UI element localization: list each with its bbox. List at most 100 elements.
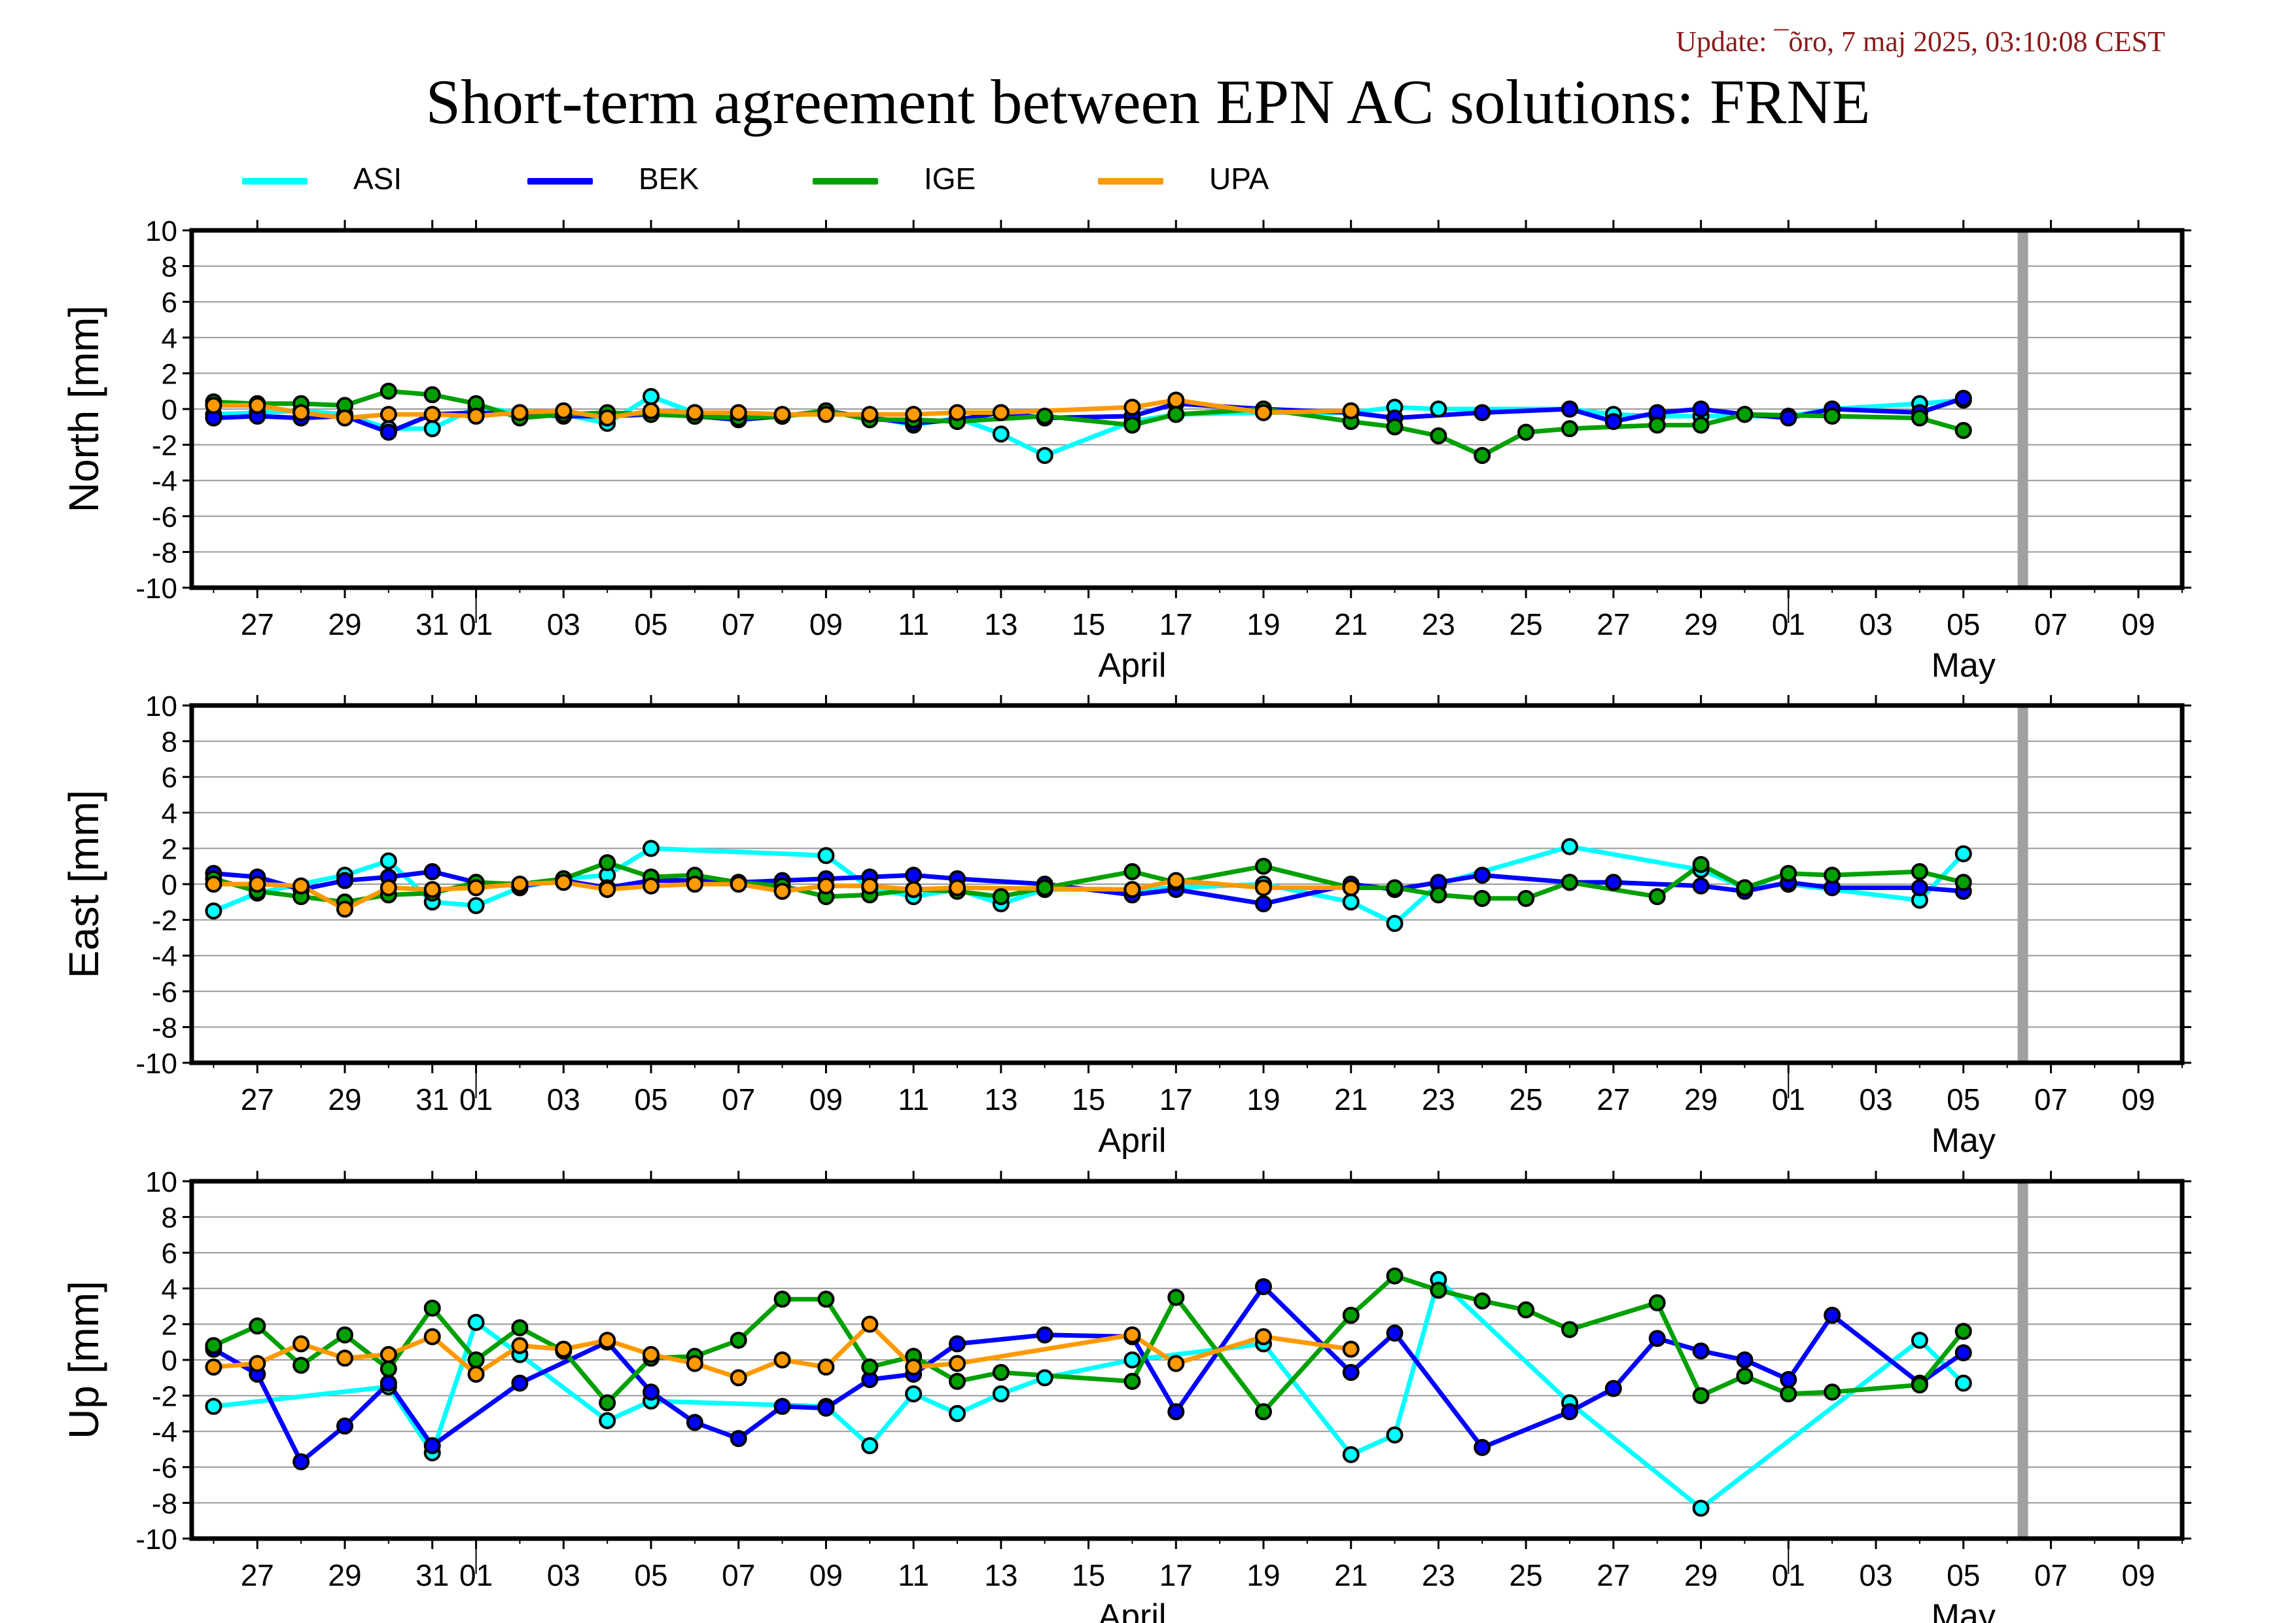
data-point-bek [1780,1371,1797,1389]
data-point-ige [1736,1367,1754,1385]
y-tick-label: -2 [152,1381,177,1413]
x-tick-label: 29 [1684,1558,1718,1592]
data-point-upa [336,1349,353,1367]
data-point-ige [1036,407,1053,425]
data-point-asi [423,420,441,438]
x-tick-label: 03 [547,1082,580,1116]
month-label: May [1932,647,1996,685]
data-point-upa [292,404,310,421]
x-tick-label: 15 [1072,1082,1105,1116]
data-point-ige [599,1394,616,1412]
data-point-upa [249,1355,266,1372]
data-point-upa [861,1315,879,1333]
data-point-upa [686,876,703,893]
series-line-bek [213,869,1964,906]
data-point-upa [905,1358,923,1376]
legend-label-upa: UPA [1209,162,1269,196]
x-tick-label: 05 [634,1558,667,1592]
data-point-asi [205,1397,222,1415]
data-point-ige [292,1357,310,1374]
data-point-ige [1561,420,1578,438]
y-tick-label: 0 [162,394,177,426]
data-point-bek [1167,1403,1185,1421]
data-point-bek [817,1399,835,1417]
data-point-bek [380,423,397,441]
y-tick-label: -2 [152,430,177,462]
data-point-upa [249,876,266,893]
data-point-upa [467,407,485,425]
data-point-upa [992,404,1010,421]
data-point-upa [817,877,835,895]
x-tick-label: 13 [984,1558,1017,1592]
data-point-asi [599,1412,616,1429]
data-point-ige [1123,1372,1141,1390]
data-point-upa [861,877,879,895]
data-point-asi [1430,401,1447,418]
y-tick-label: -6 [152,1452,177,1484]
plot-frame [189,1179,2185,1541]
data-point-ige [423,1299,441,1317]
data-point-bek [1255,1278,1272,1296]
data-point-ige [773,1291,791,1308]
data-point-ige [1911,1376,1928,1394]
data-point-bek [1692,1342,1710,1360]
data-point-upa [949,1355,966,1372]
data-point-asi [1386,915,1404,933]
data-point-bek [336,1418,353,1435]
data-point-ige [1430,886,1447,904]
data-point-asi [817,847,835,865]
data-point-upa [380,1346,397,1363]
data-point-upa [380,406,397,423]
data-point-bek [1692,401,1710,418]
data-point-ige [1123,863,1141,880]
y-tick-label: 10 [145,1166,177,1198]
data-point-ige [380,1360,397,1378]
y-tick-label: 10 [145,690,177,722]
y-tick-label: 8 [162,726,177,758]
data-point-upa [773,882,791,900]
x-tick-label: 07 [722,1082,755,1116]
data-point-ige [1780,865,1797,882]
data-point-upa [1342,879,1360,897]
data-point-ige [599,854,616,872]
data-point-ige [992,888,1010,906]
data-point-ige [1430,427,1447,444]
data-point-upa [730,876,747,893]
data-point-upa [336,409,353,427]
data-point-ige [336,1326,353,1344]
data-point-ige [1561,874,1578,891]
data-point-ige [1430,1281,1447,1299]
data-point-upa [1342,402,1360,419]
data-point-upa [423,881,441,899]
y-tick-label: -8 [152,537,177,569]
data-point-bek [423,1437,441,1455]
data-point-asi [1386,1426,1404,1444]
y-axis-label: East [mm] [60,790,107,978]
legend-swatch-upa [1098,178,1163,185]
data-point-asi [205,902,222,919]
x-tick-label: 05 [1947,607,1980,641]
y-tick-label: -6 [152,976,177,1008]
data-point-upa [511,404,529,421]
data-point-upa [861,406,879,423]
data-point-ige [1692,855,1710,873]
x-tick-label: 17 [1159,1558,1193,1592]
chart-title: Short-term agreement between EPN AC solu… [425,67,1871,137]
data-point-ige [1255,857,1272,875]
y-tick-label: 0 [162,1345,177,1377]
data-point-upa [686,404,703,421]
x-tick-label: 25 [1510,607,1543,641]
month-label: April [1098,1122,1166,1160]
data-point-ige [1736,879,1754,897]
x-tick-label: 29 [328,607,361,641]
x-tick-label: 15 [1072,607,1105,641]
data-point-upa [205,397,222,414]
y-tick-label: 2 [162,833,177,865]
x-tick-label: 23 [1422,1558,1455,1592]
x-tick-label: 31 [415,607,449,641]
data-point-ige [1386,1267,1404,1285]
data-point-asi [643,387,660,405]
data-point-ige [1648,888,1666,906]
data-point-upa [730,1369,747,1387]
